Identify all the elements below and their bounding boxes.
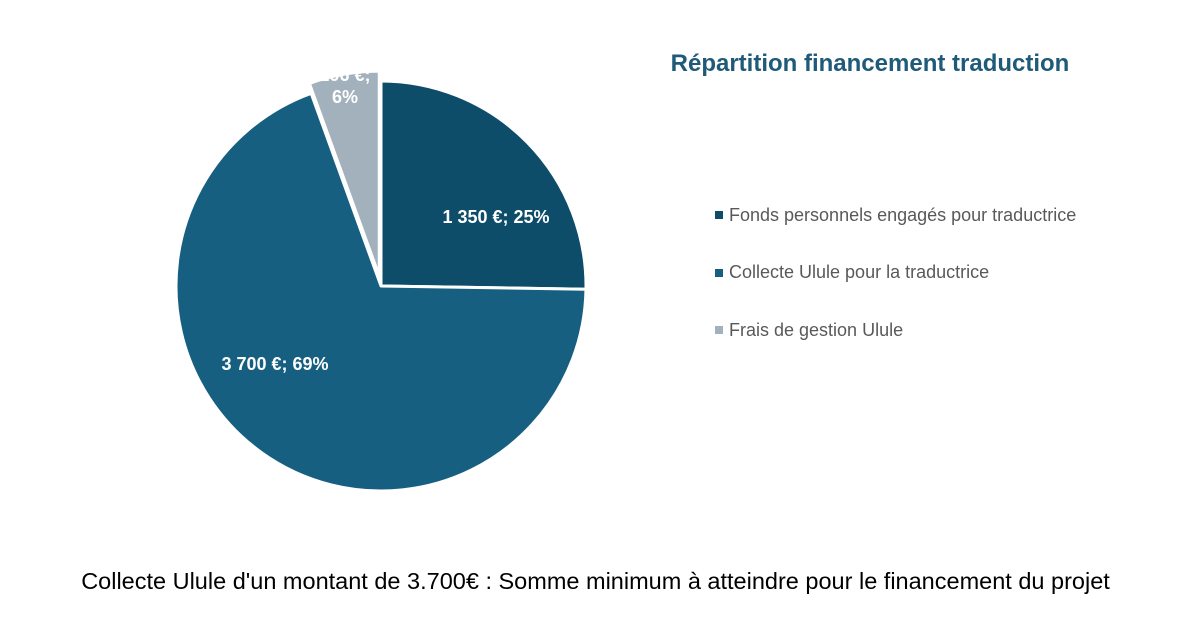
pie-data-labels: 1 350 €; 25% 3 700 €; 69% 296 €; 6%: [221, 65, 549, 374]
legend-item-fonds-personnels: Fonds personnels engagés pour traductric…: [715, 203, 1076, 227]
data-label-line: 1 350 €; 25%: [442, 207, 549, 227]
legend-swatch-fonds-personnels: [715, 211, 723, 219]
chart-caption: Collecte Ulule d'un montant de 3.700€ : …: [81, 568, 1110, 594]
data-label-line: 296 €;: [319, 65, 370, 85]
legend-swatch-frais-gestion: [715, 326, 723, 334]
pie-slice-fonds-personnels: [379, 79, 588, 291]
data-label-frais-gestion: 296 €; 6%: [319, 65, 370, 107]
legend-item-frais-gestion: Frais de gestion Ulule: [715, 318, 1076, 342]
legend-item-collecte-ulule: Collecte Ulule pour la traductrice: [715, 261, 1076, 285]
data-label-fonds-personnels: 1 350 €; 25%: [442, 207, 549, 227]
legend-label-frais-gestion: Frais de gestion Ulule: [729, 319, 904, 340]
pie-slice-frais-gestion: [307, 69, 381, 278]
legend-label-fonds-personnels: Fonds personnels engagés pour traductric…: [729, 204, 1077, 225]
legend-swatch-collecte-ulule: [715, 268, 723, 277]
data-label-collecte-ulule: 3 700 €; 69%: [221, 354, 328, 374]
data-label-line: 3 700 €; 69%: [221, 354, 328, 374]
chart-legend: Fonds personnels engagés pour traductric…: [715, 203, 1076, 376]
data-label-line: 6%: [332, 87, 358, 107]
pie-slices: [174, 69, 588, 493]
pie-slice-collecte-ulule: [174, 91, 588, 493]
chart-title: Répartition financement traduction: [670, 50, 1070, 77]
legend-label-collecte-ulule: Collecte Ulule pour la traductrice: [729, 262, 990, 282]
